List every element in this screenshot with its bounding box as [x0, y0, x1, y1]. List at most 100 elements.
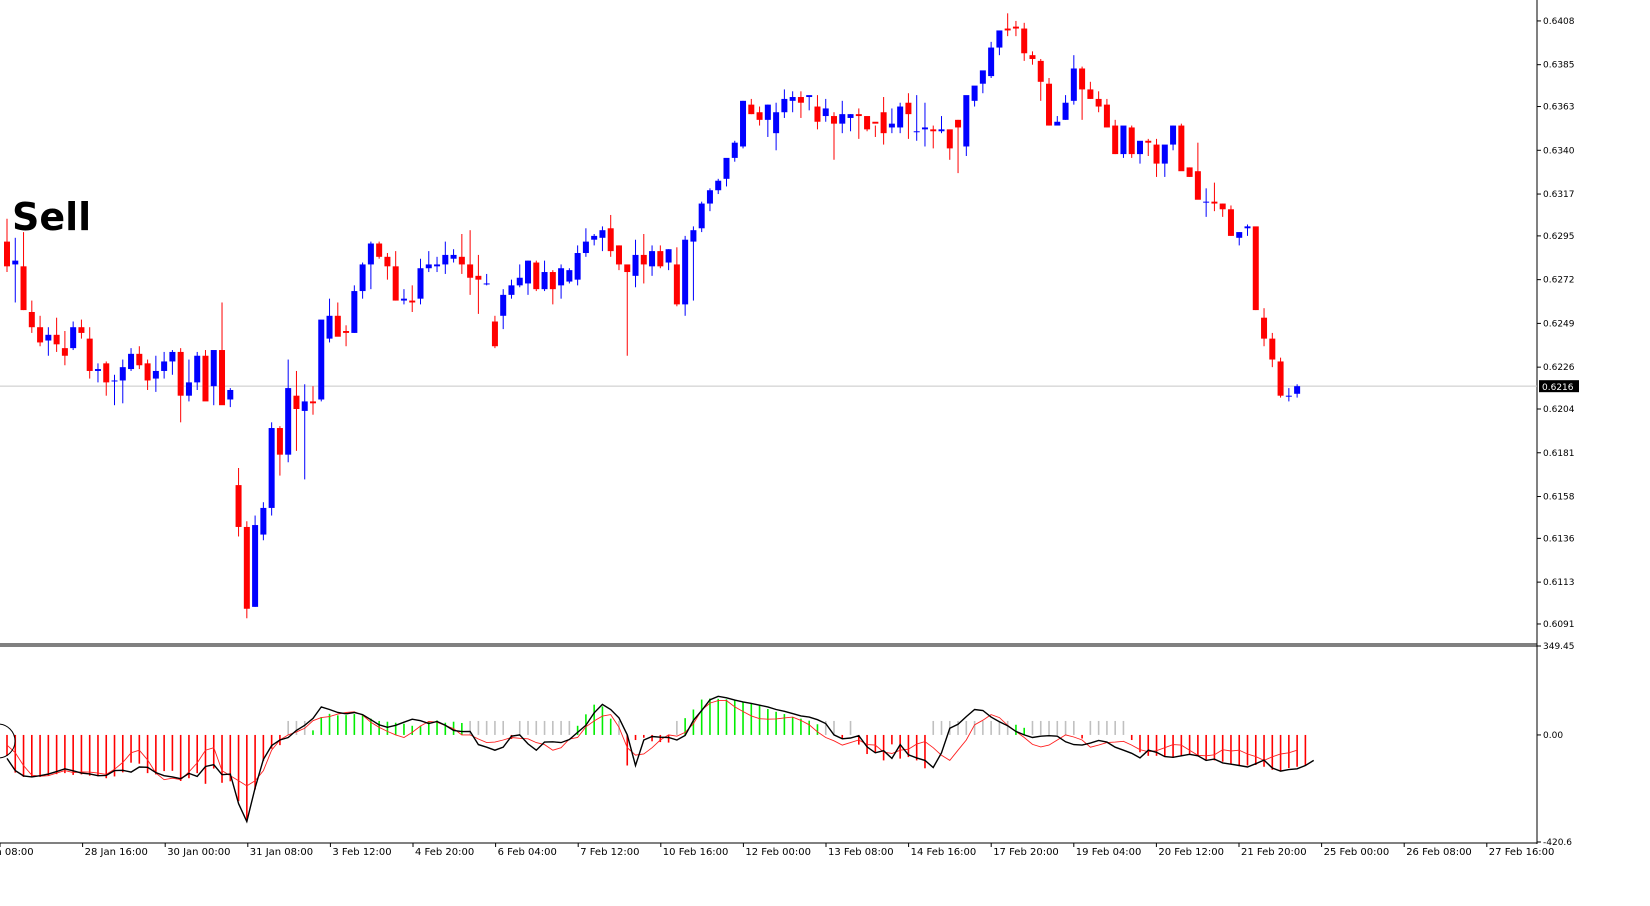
- candle: [1236, 232, 1243, 246]
- candle: [12, 237, 19, 303]
- candlestick-series: [4, 13, 1301, 619]
- candle-body: [53, 334, 60, 345]
- candle: [491, 315, 498, 349]
- candle: [624, 264, 631, 356]
- candle-body: [814, 106, 821, 122]
- candle: [1178, 123, 1185, 172]
- candle-body: [624, 264, 631, 273]
- candle-body: [1079, 68, 1086, 90]
- oscillator-tick-label: -420.6: [1543, 838, 1572, 848]
- candle-body: [152, 370, 159, 379]
- candle-body: [897, 106, 904, 128]
- price-tick-label: 0.6091: [1543, 620, 1575, 630]
- candle-body: [682, 239, 689, 305]
- candle: [293, 370, 300, 451]
- candle: [963, 95, 970, 156]
- candle: [533, 260, 540, 292]
- candle-body: [252, 525, 259, 607]
- candle: [376, 241, 383, 259]
- candle: [475, 254, 482, 314]
- candle-body: [326, 315, 333, 339]
- candle-body: [194, 355, 201, 383]
- candle-body: [582, 241, 589, 254]
- time-tick-label: 31 Jan 08:00: [250, 847, 313, 858]
- candle-body: [1285, 395, 1292, 397]
- candle: [1269, 332, 1276, 368]
- candle-body: [690, 230, 697, 242]
- candle: [1211, 182, 1218, 212]
- candle-body: [409, 300, 416, 303]
- time-tick-label: 13 Feb 08:00: [828, 847, 894, 858]
- oscillator-panel: [0, 695, 1315, 824]
- candle-body: [979, 70, 986, 84]
- candle-body: [367, 243, 374, 265]
- candle-body: [400, 298, 407, 301]
- candle: [1037, 58, 1044, 101]
- candle: [1194, 142, 1201, 200]
- candle-body: [1269, 338, 1276, 360]
- candle-body: [500, 294, 507, 316]
- price-tick-label: 0.6340: [1543, 146, 1575, 156]
- candle-body: [202, 355, 209, 402]
- candle: [921, 102, 928, 147]
- candle: [500, 289, 507, 330]
- time-tick-label: 27 Jan 08:00: [0, 847, 34, 858]
- candle-body: [955, 119, 962, 128]
- time-tick-label: 26 Feb 08:00: [1406, 847, 1472, 858]
- candle-body: [483, 283, 490, 285]
- candle: [740, 100, 747, 149]
- candle: [1004, 13, 1011, 37]
- oscillator-tick-label: 349.45: [1543, 642, 1575, 652]
- candle: [1261, 308, 1268, 347]
- candle-body: [1095, 98, 1102, 107]
- price-tick-label: 0.6408: [1543, 17, 1575, 27]
- candle: [185, 359, 192, 402]
- candle-body: [1120, 125, 1127, 155]
- time-tick-label: 27 Feb 16:00: [1489, 847, 1555, 858]
- candle: [831, 112, 837, 160]
- candle-body: [37, 327, 44, 343]
- candle-body: [1145, 140, 1152, 143]
- candle-body: [28, 311, 35, 328]
- candle: [955, 119, 962, 174]
- candle-body: [1161, 144, 1168, 164]
- candle-body: [558, 268, 565, 286]
- candle-body: [764, 104, 771, 120]
- time-tick-label: 21 Feb 20:00: [1241, 847, 1307, 858]
- candle-body: [888, 123, 895, 128]
- candle-body: [822, 108, 829, 117]
- candle-body: [169, 351, 176, 362]
- candle-body: [673, 264, 680, 305]
- candle-body: [1178, 125, 1185, 172]
- candle-body: [1103, 104, 1110, 128]
- time-tick-label: 28 Jan 16:00: [85, 847, 148, 858]
- candle-body: [723, 157, 730, 179]
- candle: [37, 315, 44, 347]
- candle-body: [946, 129, 953, 149]
- candle: [558, 264, 565, 299]
- candle-body: [541, 272, 548, 290]
- price-tick-label: 0.6249: [1543, 319, 1575, 329]
- candle-body: [657, 251, 664, 267]
- candle-body: [103, 363, 110, 383]
- candle: [1070, 55, 1077, 105]
- candle-body: [632, 254, 639, 276]
- candle: [756, 106, 763, 126]
- candle-body: [930, 129, 937, 132]
- candle: [136, 346, 143, 370]
- candle-body: [913, 131, 920, 133]
- candle-body: [640, 254, 647, 265]
- candle: [673, 247, 680, 307]
- candle: [640, 233, 647, 284]
- time-tick-label: 12 Feb 00:00: [745, 847, 811, 858]
- candle: [1120, 125, 1127, 158]
- candle-body: [1112, 125, 1119, 155]
- candle-body: [1203, 201, 1210, 203]
- candle-body: [731, 142, 738, 158]
- candle: [434, 256, 441, 273]
- candle: [1145, 138, 1152, 156]
- candle: [86, 327, 93, 379]
- candle: [392, 251, 399, 301]
